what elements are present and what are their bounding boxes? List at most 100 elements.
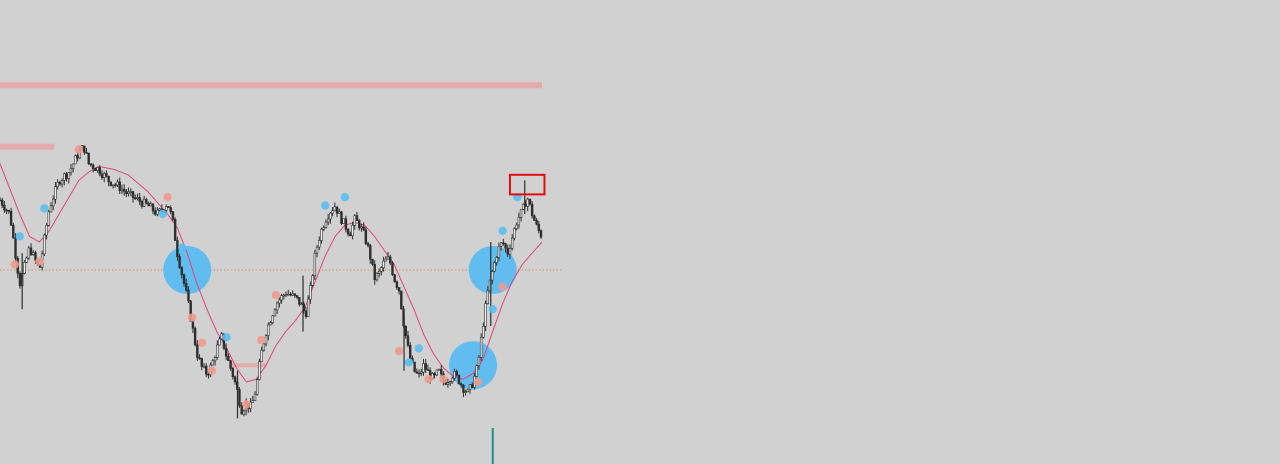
candle-body-176: [389, 256, 392, 264]
candle-body-50: [109, 181, 113, 186]
candle-body-207: [457, 374, 461, 385]
candle-body-2: [3, 205, 6, 211]
candle-body-233: [515, 224, 518, 229]
candle-body-100: [220, 333, 223, 340]
candle-body-170: [375, 272, 379, 281]
candle-body-227: [502, 242, 505, 245]
volume-bubble-26: [424, 375, 433, 384]
candlestick-series: [0, 144, 543, 419]
candle-body-148: [326, 218, 330, 223]
candle-body-130: [287, 293, 290, 296]
candle-body-29: [63, 173, 66, 181]
candle-body-14: [29, 247, 33, 256]
candle-body-55: [120, 188, 124, 191]
candle-body-229: [506, 247, 509, 255]
volume-bubble-15: [10, 260, 19, 269]
candle-body-115: [253, 393, 257, 401]
candle-body-240: [530, 203, 534, 217]
candle-body-85: [187, 289, 190, 302]
candle-body-116: [256, 379, 259, 395]
candle-body-189: [417, 372, 421, 375]
candle-body-44: [96, 167, 99, 171]
volume-bubble-21: [207, 366, 217, 375]
candle-body-206: [455, 371, 458, 376]
candle-body-197: [435, 369, 439, 376]
candle-body-94: [207, 373, 210, 376]
candle-body-153: [338, 211, 341, 214]
candle-body-56: [122, 188, 126, 192]
candle-body-34: [74, 155, 77, 165]
candle-body-166: [366, 243, 370, 246]
candle-body-167: [369, 245, 372, 260]
candle-body-165: [364, 229, 368, 244]
candle-body-61: [134, 197, 137, 200]
candle-body-79: [173, 219, 177, 241]
candle-body-190: [420, 371, 423, 374]
candle-body-109: [240, 405, 243, 415]
candle-body-144: [318, 240, 321, 248]
candle-body-152: [335, 206, 339, 214]
volume-bubbles-small: [10, 145, 522, 409]
candle-body-38: [83, 145, 86, 153]
candle-body-234: [517, 217, 521, 226]
candle-body-135: [298, 297, 301, 305]
candle-body-12: [25, 257, 28, 263]
candle-body-64: [140, 201, 144, 207]
candle-body-188: [415, 371, 419, 374]
candle-body-217: [479, 337, 483, 358]
candle-body-67: [147, 202, 150, 207]
candle-body-48: [105, 173, 108, 177]
candle-body-184: [406, 335, 410, 346]
volume-bubble-17: [74, 145, 84, 154]
candle-body-92: [202, 365, 206, 368]
candle-body-72: [158, 208, 161, 211]
volume-bubble-6: [15, 232, 24, 241]
candle-body-105: [231, 368, 235, 378]
candle-body-146: [322, 227, 325, 230]
candle-body-81: [178, 256, 181, 268]
volume-bubble-23: [256, 335, 266, 345]
volume-bubble-11: [404, 358, 414, 367]
candle-body-204: [451, 377, 454, 382]
volume-bubble-7: [222, 333, 231, 342]
candle-body-242: [535, 220, 538, 225]
candle-body-133: [293, 293, 297, 296]
candle-body-103: [227, 355, 230, 361]
candle-body-175: [386, 256, 390, 260]
candle-body-68: [149, 203, 152, 207]
volume-bubble-5: [40, 204, 49, 213]
candle-body-126: [278, 299, 281, 304]
candle-body-169: [373, 263, 376, 281]
candle-body-66: [145, 198, 148, 204]
candle-body-236: [522, 203, 525, 210]
annotations: [491, 173, 546, 464]
candle-body-243: [537, 223, 540, 231]
candle-body-138: [304, 310, 308, 317]
candle-body-224: [495, 257, 498, 263]
candle-body-51: [111, 184, 115, 187]
candle-body-235: [519, 209, 523, 218]
candle-body-43: [94, 168, 97, 171]
candle-body-23: [49, 205, 53, 213]
volume-bubble-10: [414, 344, 424, 353]
candle-body-62: [136, 197, 139, 199]
volume-bubble-14: [488, 305, 497, 314]
candle-body-13: [27, 247, 31, 259]
candle-body-28: [60, 180, 64, 185]
candle-body-232: [513, 228, 516, 239]
candle-body-106: [233, 376, 237, 383]
candle-body-40: [87, 152, 90, 164]
candle-body-63: [138, 197, 141, 202]
candle-body-230: [508, 248, 512, 255]
candle-body-35: [76, 155, 79, 159]
candle-body-11: [23, 262, 26, 274]
candle-body-244: [539, 230, 543, 238]
candle-body-181: [400, 290, 403, 310]
support-zone-0: [231, 363, 267, 368]
candle-body-80: [176, 240, 179, 257]
candle-body-42: [91, 164, 95, 169]
candle-body-179: [395, 281, 399, 288]
candle-body-231: [510, 237, 514, 249]
